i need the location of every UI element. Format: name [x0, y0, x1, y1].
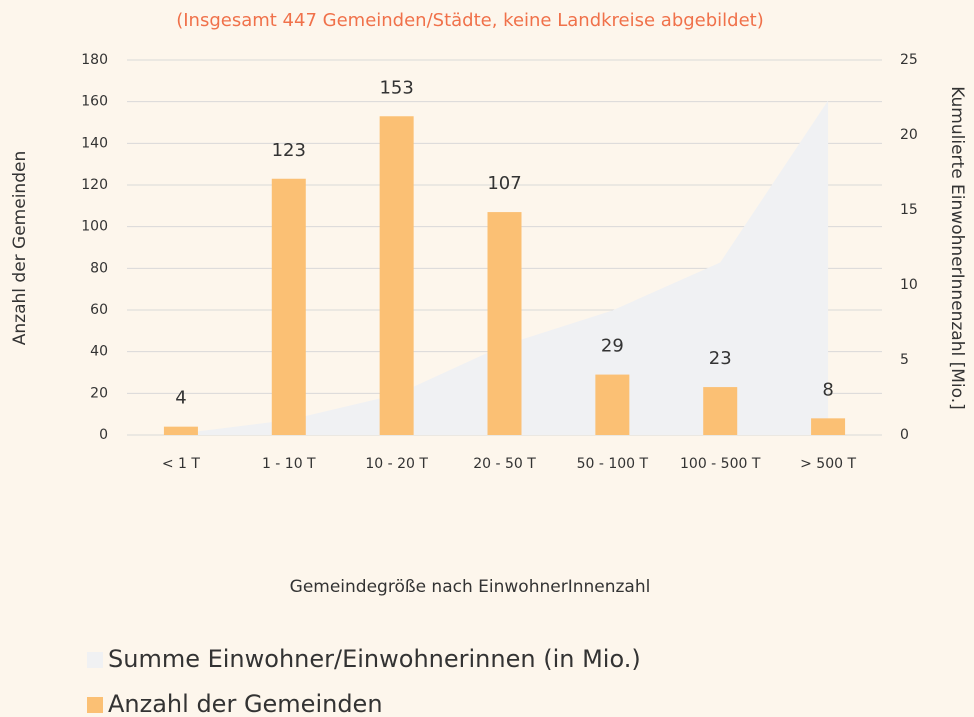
y2-tick-label: 5 [900, 352, 909, 368]
data-label: 123 [272, 140, 306, 161]
data-label: 23 [709, 348, 732, 369]
x-tick-label: < 1 T [162, 456, 201, 472]
bar [703, 387, 738, 435]
y-tick-label: 160 [81, 94, 108, 110]
y-tick-label: 20 [90, 385, 108, 401]
y2-tick-label: 15 [900, 202, 918, 218]
x-tick-label: 100 - 500 T [680, 456, 761, 472]
x-tick-label: 1 - 10 T [262, 456, 316, 472]
legend-swatch [87, 697, 103, 713]
y-tick-label: 0 [99, 427, 108, 443]
data-label: 4 [175, 388, 186, 409]
bar [811, 418, 846, 435]
y2-tick-label: 25 [900, 52, 918, 68]
y2-tick-label: 10 [900, 277, 918, 293]
y-tick-label: 140 [81, 135, 108, 151]
y-tick-label: 60 [90, 302, 108, 318]
y2-tick-label: 20 [900, 127, 918, 143]
x-tick-label: 20 - 50 T [473, 456, 536, 472]
y-tick-label: 40 [90, 344, 108, 360]
y-tick-label: 80 [90, 260, 108, 276]
legend-label: Summe Einwohner/Einwohnerinnen (in Mio.) [108, 645, 641, 673]
bar [271, 178, 306, 435]
y2-tick-label: 0 [900, 427, 909, 443]
bar [379, 116, 414, 435]
x-tick-label: > 500 T [800, 456, 856, 472]
data-label: 153 [379, 77, 413, 98]
x-tick-label: 50 - 100 T [577, 456, 649, 472]
data-label: 8 [822, 379, 833, 400]
bar [595, 374, 630, 435]
y-tick-label: 180 [81, 52, 108, 68]
data-label: 107 [487, 173, 521, 194]
legend-swatch [87, 652, 103, 668]
y2-axis-label: Kumulierte EinwohnerInnenzahl [Mio.] [947, 86, 967, 410]
legend-label: Anzahl der Gemeinden [108, 690, 383, 717]
bar [487, 212, 522, 435]
data-label: 29 [601, 336, 624, 357]
x-tick-label: 10 - 20 T [365, 456, 428, 472]
y-tick-label: 120 [81, 177, 108, 193]
x-axis-label: Gemeindegröße nach EinwohnerInnenzahl [290, 577, 651, 597]
bar [163, 426, 198, 435]
y-tick-label: 100 [81, 219, 108, 235]
chart-subtitle: (Insgesamt 447 Gemeinden/Städte, keine L… [176, 10, 764, 31]
y-axis-label: Anzahl der Gemeinden [10, 151, 30, 345]
area [180, 100, 829, 435]
